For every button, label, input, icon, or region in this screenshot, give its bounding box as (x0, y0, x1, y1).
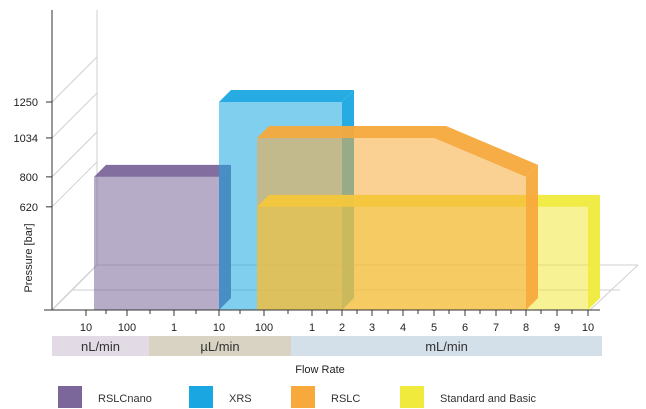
x-tick-label: 7 (493, 322, 499, 334)
x-tick-label: 100 (255, 322, 273, 334)
y-grid-line (51, 92, 98, 139)
legend-swatch (58, 386, 82, 408)
x-tick-label: 4 (400, 322, 406, 334)
unit-band (149, 336, 291, 356)
x-tick-label: 1 (309, 322, 315, 334)
floor-edge (51, 264, 98, 311)
x-tick-label: 100 (118, 322, 136, 334)
series-rslc (257, 137, 526, 310)
x-tick-label: 2 (339, 322, 345, 334)
floor-right-edge (589, 264, 639, 311)
x-tick-label: 10 (582, 322, 594, 334)
legend-label: XRS (229, 393, 252, 405)
series-top-rslcnano (94, 164, 231, 177)
x-tick-label: 8 (523, 322, 529, 334)
x-axis-title: Flow Rate (295, 364, 345, 376)
x-tick-label: 10 (80, 322, 92, 334)
unit-band (52, 336, 149, 356)
x-tick-label: 10 (213, 322, 225, 334)
legend-label: RSLC (331, 393, 360, 405)
unit-band-label: nL/min (81, 339, 120, 354)
series-top-rslc (257, 125, 538, 177)
x-tick-label: 3 (369, 322, 375, 334)
x-tick-label: 5 (431, 322, 437, 334)
y-grid-line (51, 131, 98, 178)
y-tick-label: 1250 (14, 97, 38, 109)
y-grid-line (51, 56, 98, 103)
x-tick-label: 9 (554, 322, 560, 334)
series-top-xrs (219, 90, 354, 102)
unit-band-label: µL/min (200, 339, 239, 354)
unit-band (291, 336, 602, 356)
unit-band-label: mL/min (425, 339, 468, 354)
legend-label: Standard and Basic (440, 393, 537, 405)
y-tick-label: 800 (20, 172, 38, 184)
y-axis-title: Pressure [bar] (23, 223, 35, 292)
y-tick-label: 620 (20, 202, 38, 214)
x-tick-label: 1 (171, 322, 177, 334)
y-tick-label: 1034 (14, 133, 38, 145)
x-tick-label: 6 (462, 322, 468, 334)
series-side-rslc (526, 164, 538, 310)
series-side-standard-and-basic (588, 194, 600, 310)
legend-swatch (291, 386, 315, 408)
legend-swatch (189, 386, 213, 408)
series-rslcnano (94, 176, 219, 310)
legend-swatch (400, 386, 424, 408)
y-grid-line (51, 161, 98, 208)
legend-label: RSLCnano (98, 393, 152, 405)
